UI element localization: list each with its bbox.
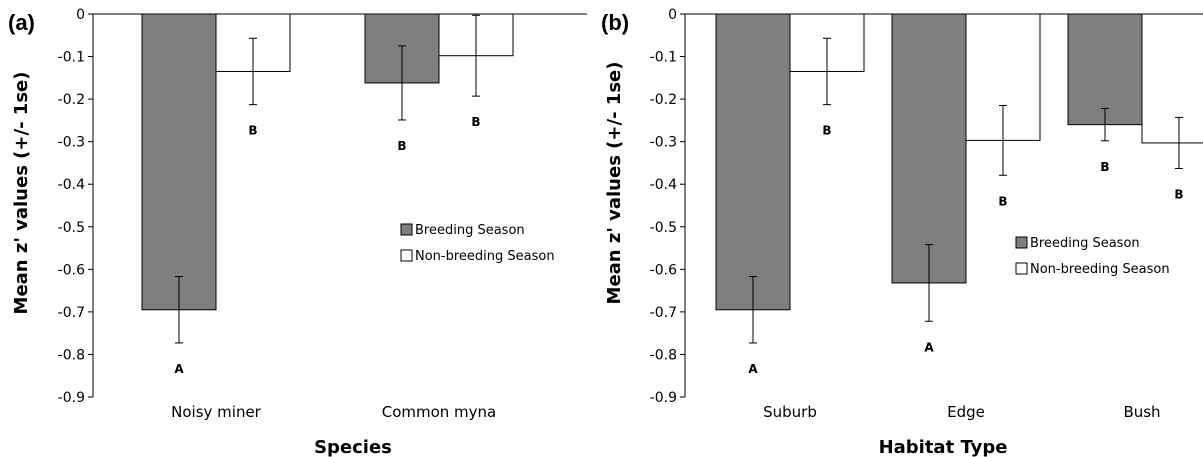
y-tick-label: -0.8 [650,347,677,363]
bar-breeding [715,13,791,311]
bar-breeding [891,13,967,284]
y-axis-title-a: Mean z' values (+/- 1se) [11,72,32,315]
bar-non-breeding [1141,13,1203,144]
significance-labels-a: A B B B [174,115,480,376]
y-tick-label: -0.4 [650,177,677,193]
y-tick-label: -0.5 [650,220,677,236]
legend-label: Breeding Season [1030,236,1140,251]
significance-labels-b: A B A B B B [748,124,1183,376]
legend-label: Non-breeding Season [415,249,555,264]
category-label: Bush [1123,403,1160,421]
significance-label: B [397,139,406,153]
category-label: Noisy miner [171,403,262,421]
y-tick-label: -0.3 [58,135,85,151]
y-tick-labels-b: 0 -0.1 -0.2 -0.3 -0.4 -0.5 -0.6 -0.7 -0.8 -0.9 [650,7,677,406]
significance-label: B [471,115,480,129]
legend-swatch [1015,236,1028,249]
panel-label-b: (b) [601,10,629,35]
category-labels-a: Noisy miner Common myna [171,403,496,421]
legend-label: Non-breeding Season [1030,262,1170,277]
chart-panel-b: (b) Mean z' values (+/- 1se) Habitat Typ… [601,7,1203,457]
y-tick-label: -0.1 [650,50,677,66]
significance-label: B [822,124,831,138]
legend-swatch [1015,262,1028,275]
legend-swatch [400,249,413,262]
y-tick-label: -0.9 [58,390,85,406]
y-tick-label: -0.2 [58,92,85,108]
y-tick-labels-a: 0 -0.1 -0.2 -0.3 -0.4 -0.5 -0.6 -0.7 -0.8 -0.9 [58,7,85,406]
legend-label: Breeding Season [415,223,525,238]
y-tick-label: -0.1 [58,50,85,66]
error-bars-b [749,37,1183,344]
y-tick-label: -0.3 [650,135,677,151]
x-axis-title-a: Species [314,437,392,457]
y-axis-title-b: Mean z' values (+/- 1se) [604,62,625,305]
y-tick-label: -0.5 [58,220,85,236]
y-tick-label: -0.6 [650,262,677,278]
category-label: Suburb [763,403,817,421]
significance-label: B [1174,187,1183,201]
chart-panel-a: (a) Mean z' values (+/- 1se) Species 0 -0… [8,7,587,457]
legend-a: Breeding Season Non-breeding Season [400,223,555,264]
category-label: Edge [947,403,985,421]
bars-b [715,13,1203,311]
significance-label: B [1100,160,1109,174]
bar-breeding [1067,13,1143,126]
axes-a [88,13,587,398]
axes-b [680,13,1203,398]
y-tick-label: -0.7 [650,305,677,321]
y-tick-label: -0.8 [58,347,85,363]
y-tick-label: -0.4 [58,177,85,193]
significance-label: B [998,194,1007,208]
y-tick-label: -0.9 [650,390,677,406]
panel-label-a: (a) [8,10,35,35]
legend-swatch [400,223,413,236]
legend-b: Breeding Season Non-breeding Season [1015,236,1170,277]
y-tick-label: -0.7 [58,305,85,321]
y-tick-label: -0.2 [650,92,677,108]
significance-label: A [174,362,184,376]
category-label: Common myna [382,403,497,421]
y-tick-label: 0 [668,7,677,23]
y-tick-label: -0.6 [58,262,85,278]
y-tick-label: 0 [76,7,85,23]
significance-label: A [748,362,758,376]
significance-label: B [248,124,257,138]
bars-a [141,13,514,311]
significance-label: A [924,340,934,354]
bar-breeding [141,13,217,311]
x-axis-title-b: Habitat Type [879,437,1008,457]
error-bars-a [175,14,480,344]
category-labels-b: Suburb Edge Bush [763,403,1160,421]
